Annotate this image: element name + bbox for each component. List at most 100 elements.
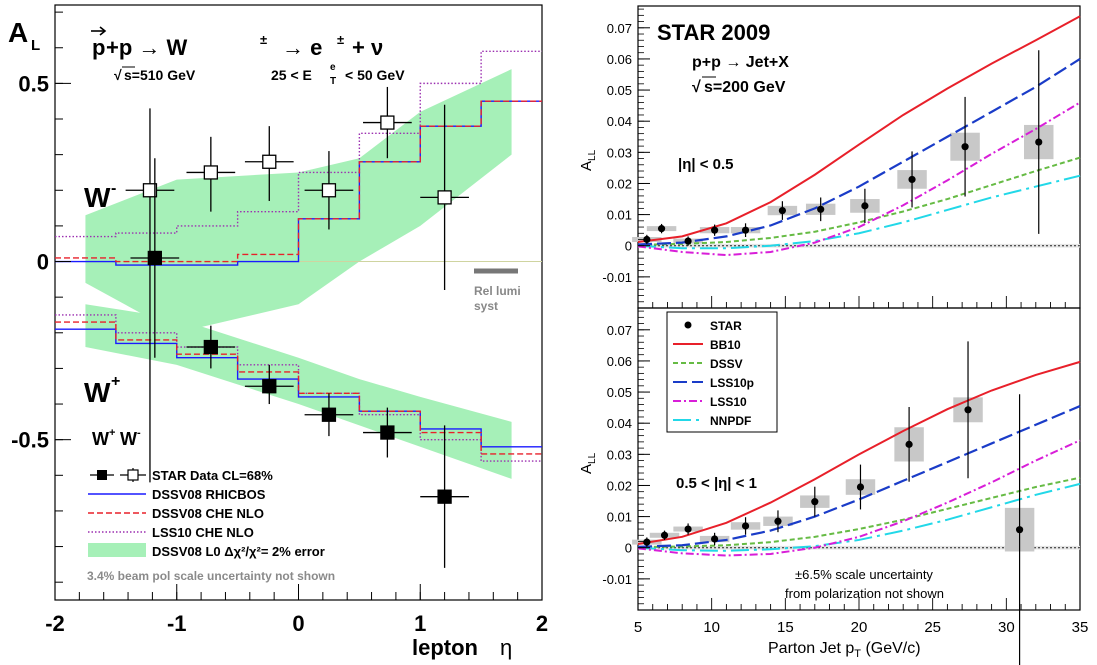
wpm-legend-b-sup: - xyxy=(137,427,141,439)
left-x-tick-label: -2 xyxy=(45,611,65,636)
model-curve-bb10 xyxy=(637,360,1081,545)
wpm-legend-a: W xyxy=(92,429,109,449)
y-tick-label: -0.01 xyxy=(602,270,632,285)
right-title: STAR 2009 xyxy=(657,20,770,45)
data-point xyxy=(1015,526,1024,534)
y-tick-label: -0.01 xyxy=(602,572,632,587)
right-legend-point xyxy=(684,321,692,329)
x-tick-label: 10 xyxy=(703,619,720,636)
left-process-tail: → e xyxy=(282,35,322,60)
wplus-lss10-curve xyxy=(55,314,542,462)
x-tick-label: 15 xyxy=(777,619,794,636)
left-x-tick-label: -1 xyxy=(167,611,187,636)
left-xlabel-sym: η xyxy=(500,635,512,660)
model-curve-dssv xyxy=(637,156,1081,246)
y-tick-label: 0.04 xyxy=(607,114,632,129)
scale-note-1: ±6.5% scale uncertainty xyxy=(795,567,933,582)
y-tick-label: 0.06 xyxy=(607,52,632,67)
data-point xyxy=(711,535,719,543)
right-legend-label-1: BB10 xyxy=(710,338,741,352)
left-legend-label-2: DSSV08 CHE NLO xyxy=(152,506,264,521)
left-y-tick-label: -0.5 xyxy=(11,428,49,453)
left-process-sup2: ± xyxy=(337,32,344,47)
data-point xyxy=(660,531,669,539)
x-tick-label: 35 xyxy=(1072,619,1089,636)
y-tick-label: 0 xyxy=(625,239,632,254)
x-tick-label: 30 xyxy=(998,619,1015,636)
left-y-tick-label: 0 xyxy=(37,250,49,275)
y-tick-label: 0.05 xyxy=(607,385,632,400)
bottom-ylabel: ALL xyxy=(578,452,598,474)
W+-point xyxy=(203,339,218,355)
legend-filled-square xyxy=(97,470,107,480)
y-tick-label: 0.07 xyxy=(607,323,632,338)
wplus-che-curve xyxy=(55,321,542,455)
left-sqrts: s=510 GeV xyxy=(124,67,196,83)
arrow-head-over-p xyxy=(99,26,107,36)
right-legend: STAR BB10 DSSV LSS10p LSS10 NNPDF xyxy=(666,311,778,433)
model-curve-lss10 xyxy=(637,101,1081,257)
x-tick-label: 25 xyxy=(924,619,941,636)
data-point xyxy=(1035,138,1043,146)
data-point xyxy=(741,226,750,234)
right-legend-label-4: LSS10 xyxy=(710,395,747,409)
wminus-error-band xyxy=(85,69,512,333)
W--point xyxy=(203,165,218,180)
data-point xyxy=(741,522,750,530)
y-tick-label: 0.01 xyxy=(607,208,632,223)
W+-point xyxy=(147,250,162,266)
right-sqrts: s=200 GeV xyxy=(704,79,786,96)
data-point xyxy=(861,202,869,210)
data-point xyxy=(961,143,969,151)
bottom-right-layer: -0.01 0 0.01 0.02 0.03 0.04 0.05 0.06 0.07 5 10 15 2… xyxy=(602,310,1089,665)
model-curve-dssv xyxy=(637,476,1081,549)
rel-lumi-line1: Rel lumi xyxy=(474,284,521,298)
top-ylabel: ALL xyxy=(578,149,598,171)
data-point xyxy=(657,225,666,233)
x-tick-label: 5 xyxy=(634,619,642,636)
wminus-lss10-curve xyxy=(55,50,542,238)
data-point xyxy=(856,483,865,491)
y-tick-label: 0.01 xyxy=(607,510,632,525)
data-point xyxy=(964,406,972,414)
left-x-tick-label: 0 xyxy=(292,611,304,636)
y-tick-label: 0.03 xyxy=(607,447,632,462)
data-point xyxy=(908,175,916,184)
x-tick-label: 20 xyxy=(851,619,868,636)
left-legend-label-3: LSS10 CHE NLO xyxy=(152,525,254,540)
left-y-tick-label: 0.5 xyxy=(18,71,49,96)
wminus-che-curve xyxy=(55,100,542,263)
right-xlabel: Parton Jet pT (GeV/c) xyxy=(768,640,921,660)
y-tick-label: 0.02 xyxy=(607,176,632,191)
data-point xyxy=(643,538,651,546)
legend-band-box xyxy=(88,543,146,557)
data-point xyxy=(684,237,692,245)
wpm-legend-a-sup: + xyxy=(109,427,115,439)
left-ylabel-sub: L xyxy=(31,37,40,54)
y-tick-label: 0.03 xyxy=(607,145,632,160)
left-et-cut-sup: e xyxy=(330,62,336,73)
left-note: 3.4% beam pol scale uncertainty not show… xyxy=(87,569,335,583)
y-tick-label: 0.04 xyxy=(607,416,632,431)
left-process-p: p xyxy=(92,35,105,60)
model-curve-nnpdf xyxy=(637,174,1081,250)
left-legend: STAR Data CL=68% DSSV08 RHICBOS DSSV08 CHE… xyxy=(88,468,325,559)
left-process-end: + ν xyxy=(352,35,383,60)
legend-open-square xyxy=(127,469,139,481)
W+-point xyxy=(380,425,395,440)
y-tick-label: 0.05 xyxy=(607,83,632,98)
y-tick-label: 0 xyxy=(625,541,632,556)
W+-point xyxy=(437,489,452,504)
W--point xyxy=(262,154,277,169)
left-sqrts-sym: √ xyxy=(114,67,122,83)
data-point xyxy=(778,206,786,215)
top-right-layer: -0.01 0 0.01 0.02 0.03 0.04 0.05 0.06 0.07 xyxy=(602,8,1081,309)
W--point xyxy=(437,190,452,205)
left-points-layer xyxy=(125,86,469,568)
y-tick-label: 0.02 xyxy=(607,478,632,493)
right-legend-label-2: DSSV xyxy=(710,357,743,371)
data-point xyxy=(774,517,782,525)
W+-point xyxy=(321,407,337,422)
data-point xyxy=(905,440,913,448)
right-process: p+p → Jet+X xyxy=(692,54,789,71)
